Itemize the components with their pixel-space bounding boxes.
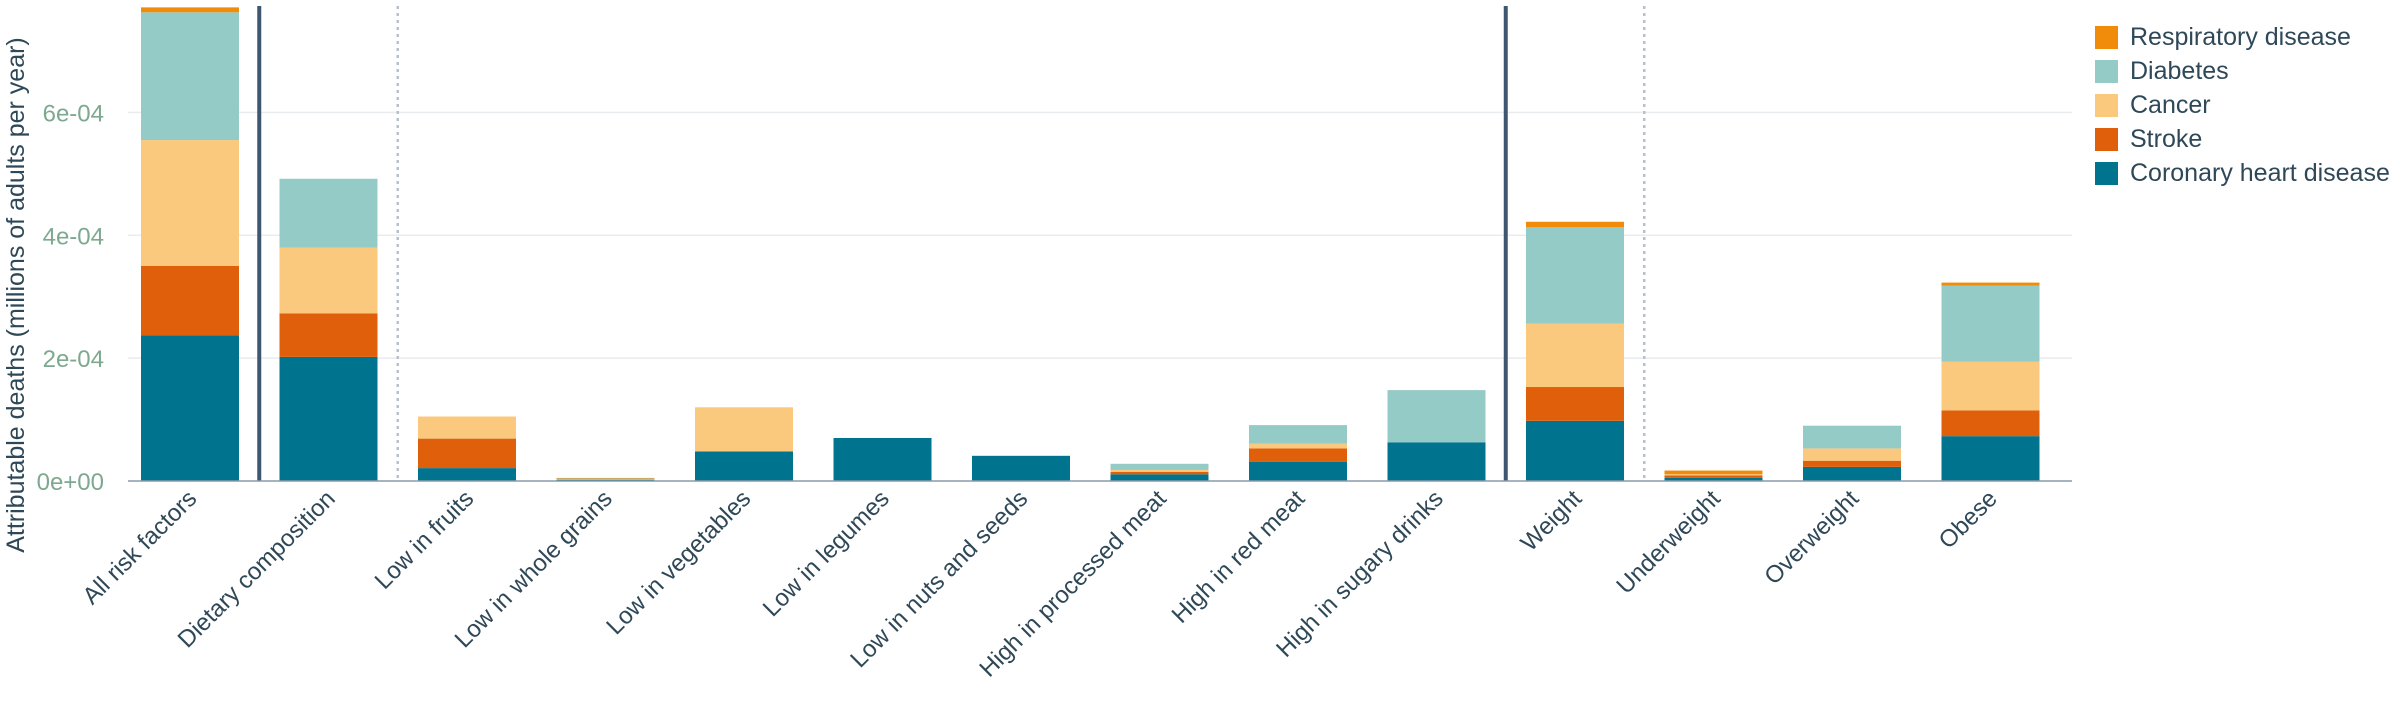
legend-item[interactable]: Cancer [2095,88,2390,122]
bar-segment [1941,410,2040,437]
bar-segment [279,178,378,248]
legend-item[interactable]: Coronary heart disease [2095,156,2390,190]
bar-segment [1664,470,1763,475]
x-tick-label: Dietary composition [173,485,341,653]
x-tick-label: All risk factors [78,485,203,610]
x-tick-label: Underweight [1611,485,1726,600]
bar-segment [1803,460,1901,467]
legend-label: Coronary heart disease [2130,158,2390,187]
bar-segment [1941,282,2040,286]
x-tick-label: Overweight [1759,485,1864,590]
x-tick-label: Low in whole grains [450,485,618,653]
x-tick-label: High in red meat [1167,485,1311,629]
bar-segment [556,477,655,479]
bar-segment [1110,463,1209,470]
bar-segment [141,266,239,336]
bar-segment [141,140,239,266]
bar-segment [1526,387,1624,421]
legend: Respiratory disease Diabetes Cancer Stroke C… [2095,20,2390,190]
bar-segment [279,247,378,314]
bar-segment [279,356,378,481]
legend-swatch [2095,127,2118,151]
bar-segment [1110,469,1209,472]
bar-segment [418,416,516,439]
bar-segment [1249,425,1347,444]
legend-item[interactable]: Diabetes [2095,54,2390,88]
bar-segment [1803,425,1901,449]
bar-segment [141,12,239,141]
x-tick-label: Low in legumes [758,485,895,622]
bar-segment [1110,471,1209,475]
y-tick-label: 0e+00 [37,469,104,496]
bar-segment [1803,466,1901,481]
bar-segment [1249,443,1347,449]
legend-label: Cancer [2130,90,2211,119]
bar-segment [1387,390,1486,443]
legend-label: Diabetes [2130,56,2229,85]
bar-segment [695,451,793,481]
bar-segment [141,7,239,13]
legend-label: Respiratory disease [2130,22,2351,51]
bar-segment [1664,475,1763,478]
y-tick-label: 2e-04 [43,346,104,373]
y-axis-title: Attributable deaths (millions of adults … [2,37,30,553]
bar-segment [1249,461,1347,481]
legend-swatch [2095,161,2118,185]
bar-segment [972,455,1070,481]
x-tick-label: Obese [1934,485,2003,554]
bar-segment [141,335,239,481]
x-tick-label: Weight [1516,485,1588,557]
legend-swatch [2095,59,2118,83]
bar-segment [1941,361,2040,411]
bar-segment [1526,420,1624,481]
legend-item[interactable]: Stroke [2095,122,2390,156]
bar-segment [556,478,655,480]
bar-segment [1526,221,1624,228]
bar-segment [1526,323,1624,388]
bar-segment [1110,474,1209,481]
bar-segment [1387,442,1486,481]
legend-item[interactable]: Respiratory disease [2095,20,2390,54]
legend-swatch [2095,25,2118,49]
bar-segment [1664,474,1763,476]
bar-segment [279,313,378,357]
x-tick-label: Low in fruits [370,485,480,595]
bar-segment [1664,477,1763,481]
legend-label: Stroke [2130,124,2203,153]
x-tick-label: Low in vegetables [601,485,756,640]
bar-segment [695,407,793,452]
y-tick-label: 6e-04 [43,100,104,127]
bar-segment [1803,448,1901,461]
bar-segment [1526,227,1624,324]
bar-segment [833,438,932,481]
bar-segment [418,468,516,481]
legend-swatch [2095,93,2118,117]
bar-segment [1249,448,1347,462]
bar-segment [1941,436,2040,481]
bar-segment [418,438,516,469]
y-tick-label: 4e-04 [43,223,104,250]
bar-segment [1941,285,2040,362]
